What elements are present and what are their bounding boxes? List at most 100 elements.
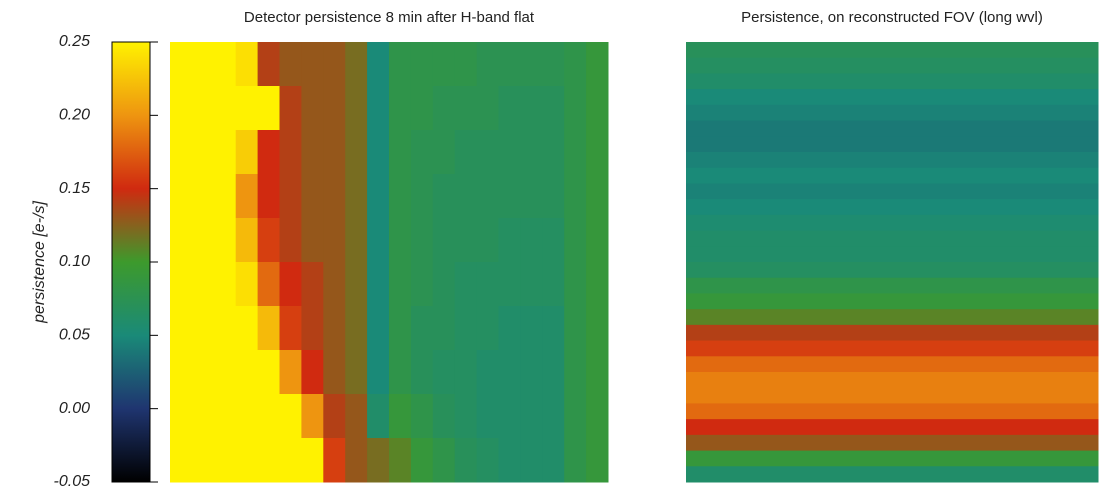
heatmap-cell <box>170 42 193 87</box>
panel-title: Detector persistence 8 min after H-band … <box>244 9 535 26</box>
heatmap-cell <box>520 86 543 131</box>
heatmap-cell <box>686 434 1099 452</box>
heatmap-cell <box>686 42 1099 59</box>
heatmap-cell <box>279 262 302 307</box>
heatmap-cell <box>213 86 237 131</box>
heatmap-cell <box>389 438 412 483</box>
heatmap-cell <box>586 438 609 483</box>
heatmap-cell <box>367 218 390 263</box>
heatmap-cell <box>323 306 346 351</box>
heatmap-cell <box>432 174 456 219</box>
heatmap-cell <box>213 42 237 87</box>
heatmap-cell <box>686 167 1099 184</box>
heatmap-cell <box>213 350 237 395</box>
colorbar-tick-label: 0.00 <box>59 400 90 417</box>
heatmap-cell <box>686 372 1099 389</box>
heatmap-cell <box>586 306 609 351</box>
heatmap-cell <box>432 42 456 87</box>
heatmap-cell <box>498 394 521 439</box>
heatmap-cell <box>498 42 521 87</box>
heatmap-cell <box>235 174 259 219</box>
heatmap-cell <box>586 86 609 131</box>
heatmap-cell <box>170 130 193 175</box>
heatmap-cell <box>170 262 193 307</box>
heatmap-cell <box>542 174 565 219</box>
heatmap-cell <box>235 218 259 263</box>
heatmap-cell <box>686 309 1099 326</box>
heatmap-cell <box>454 350 478 395</box>
heatmap-cell <box>367 438 390 483</box>
heatmap-cell <box>257 130 280 175</box>
heatmap-cell <box>564 350 587 395</box>
heatmap-cell <box>454 218 478 263</box>
heatmap-cell <box>564 438 587 483</box>
heatmap-cell <box>432 306 456 351</box>
colorbar-tick-label: 0.20 <box>59 107 90 124</box>
heatmap-cell <box>686 277 1099 294</box>
heatmap-cell <box>367 130 390 175</box>
heatmap-cell <box>257 42 280 87</box>
heatmap-cell <box>498 174 521 219</box>
heatmap-cell <box>432 86 456 131</box>
heatmap-cell <box>686 293 1099 310</box>
heatmap-cell <box>213 218 237 263</box>
heatmap-cell <box>454 262 478 307</box>
heatmap-cell <box>454 438 478 483</box>
heatmap-cell <box>345 438 368 483</box>
heatmap-cell <box>279 174 302 219</box>
heatmap-cell <box>432 394 456 439</box>
colorbar-tick-label: 0.25 <box>59 33 90 50</box>
heatmap-cell <box>170 350 193 395</box>
heatmap-cell <box>301 394 324 439</box>
heatmap-cell <box>542 350 565 395</box>
heatmap-cell <box>301 130 324 175</box>
heatmap-cell <box>170 218 193 263</box>
heatmap-cell <box>564 306 587 351</box>
heatmap-cell <box>686 152 1099 169</box>
heatmap-cell <box>389 306 412 351</box>
heatmap-cell <box>257 438 280 483</box>
heatmap-cell <box>389 218 412 263</box>
heatmap-cell <box>520 350 543 395</box>
heatmap-cell <box>476 42 499 87</box>
heatmap-cell <box>454 86 478 131</box>
heatmap-cell <box>410 218 434 263</box>
heatmap-cell <box>520 174 543 219</box>
heatmap-cell <box>279 86 302 131</box>
heatmap-cell <box>686 262 1099 279</box>
heatmap-cell <box>410 306 434 351</box>
heatmap-cell <box>170 86 193 131</box>
heatmap-cell <box>476 262 499 307</box>
heatmap-cell <box>191 350 215 395</box>
heatmap-cell <box>686 387 1099 404</box>
heatmap-cell <box>520 306 543 351</box>
heatmap-cell <box>686 450 1099 467</box>
heatmap-cell <box>432 218 456 263</box>
heatmap-cell <box>301 438 324 483</box>
heatmap-cell <box>686 230 1099 247</box>
heatmap-cell <box>520 130 543 175</box>
heatmap-cell <box>367 350 390 395</box>
heatmap-cell <box>235 438 259 483</box>
heatmap-cell <box>191 174 215 219</box>
heatmap-cell <box>542 218 565 263</box>
heatmap-cell <box>542 306 565 351</box>
heatmap-cell <box>389 130 412 175</box>
heatmap-cell <box>432 262 456 307</box>
heatmap-cell <box>191 262 215 307</box>
heatmap-cell <box>301 174 324 219</box>
heatmap-cell <box>498 130 521 175</box>
heatmap-cell <box>564 42 587 87</box>
colorbar-label: persistence [e-/s] <box>31 201 48 324</box>
heatmap-cell <box>686 120 1099 137</box>
heatmap-cell <box>345 394 368 439</box>
heatmap-cell <box>520 218 543 263</box>
heatmap-cell <box>235 394 259 439</box>
heatmap-cell <box>279 218 302 263</box>
heatmap-cell <box>213 306 237 351</box>
heatmap-cell <box>586 42 609 87</box>
heatmap-cell <box>410 174 434 219</box>
heatmap-cell <box>323 174 346 219</box>
heatmap-cell <box>235 306 259 351</box>
